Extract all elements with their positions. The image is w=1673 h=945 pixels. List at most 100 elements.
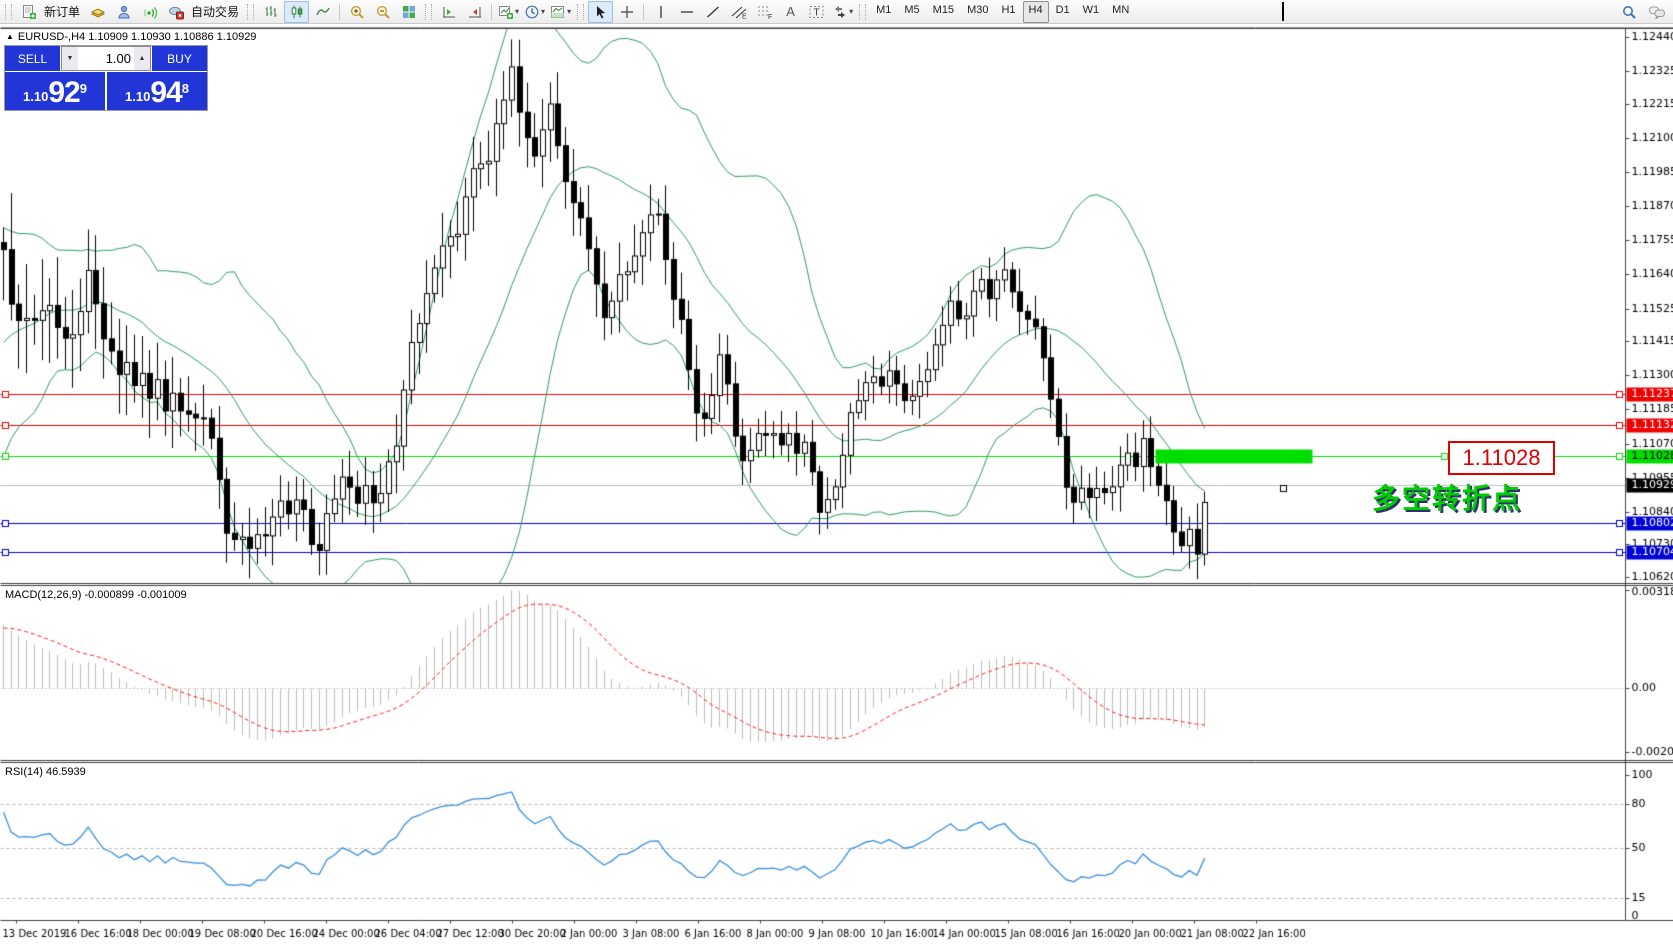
price-annotation-box[interactable]: 1.11028 [1448, 441, 1555, 475]
zoom-out-icon [376, 5, 390, 19]
community-button[interactable] [111, 1, 136, 23]
timeframe-mn[interactable]: MN [1112, 3, 1130, 16]
chat-button[interactable] [1644, 1, 1669, 23]
turning-point-note[interactable]: 多空转折点 [1372, 483, 1523, 514]
svg-text:F: F [768, 14, 772, 20]
buy-price-button[interactable]: 1.10 94 8 [107, 72, 207, 110]
clock-icon [525, 5, 539, 18]
buy-price-pip: 8 [181, 81, 189, 96]
chevron-down-icon: ▾ [849, 7, 854, 16]
new-order-button[interactable] [16, 1, 41, 23]
toolbar-dock-separator [1282, 2, 1284, 21]
chart-shift-button[interactable] [436, 1, 461, 23]
trendline-button[interactable] [700, 1, 725, 23]
rsi-label: RSI(14) 46.5939 [5, 766, 86, 778]
vertical-line-icon [659, 5, 662, 18]
book-button[interactable] [85, 1, 110, 23]
volume-decrease-button[interactable]: ▼ [62, 47, 78, 70]
crosshair-button[interactable] [614, 1, 639, 23]
fibonacci-icon: F [757, 6, 772, 20]
zoom-in-icon [350, 5, 364, 19]
community-icon [118, 5, 130, 18]
toolbar-grip[interactable] [247, 3, 255, 20]
collapse-triangle-icon[interactable]: ▲ [6, 32, 14, 41]
text-tool-button[interactable]: A [778, 1, 803, 23]
line-chart-button[interactable] [310, 1, 335, 23]
signals-button[interactable] [137, 1, 162, 23]
signals-icon [143, 6, 157, 19]
timeframe-d1[interactable]: D1 [1055, 3, 1070, 16]
toolbar-grip[interactable] [577, 3, 585, 20]
candlestick-chart-button[interactable] [284, 0, 310, 23]
crosshair-icon [620, 5, 633, 18]
toolbar-grip[interactable] [425, 3, 433, 20]
macd-label: MACD(12,26,9) -0.000899 -0.001009 [5, 589, 187, 601]
volume-increase-button[interactable]: ▲ [134, 47, 150, 70]
sell-price-button[interactable]: 1.10 92 9 [5, 72, 105, 110]
toolbar: 新订单 自动交易 [0, 0, 1673, 24]
sell-button[interactable]: SELL [5, 46, 60, 71]
text-tool-icon: A [786, 3, 795, 19]
indicators-icon [551, 5, 565, 18]
equidistant-channel-button[interactable]: E [726, 1, 751, 23]
chart-autoscroll-button[interactable] [462, 1, 487, 23]
chart-canvas[interactable] [0, 24, 1673, 945]
autotrading-label[interactable]: 自动交易 [191, 5, 240, 19]
toolbar-grip[interactable] [5, 3, 12, 20]
chat-icon [1648, 6, 1665, 19]
candlestick-chart-icon [291, 5, 302, 18]
autotrading-button[interactable] [163, 1, 188, 23]
timeframe-h1[interactable]: H1 [1001, 3, 1016, 16]
horizontal-line-button[interactable] [674, 1, 699, 23]
horizontal-line-icon [680, 10, 693, 13]
cursor-icon [596, 5, 605, 18]
arrows-tool-icon [835, 5, 846, 18]
svg-text:E: E [742, 13, 747, 20]
bar-chart-icon [265, 5, 277, 17]
symbol-info-bar: ▲ EURUSD-,H4 1.10909 1.10930 1.10886 1.10… [6, 31, 256, 43]
tile-windows-button[interactable] [396, 1, 421, 23]
autotrading-icon [168, 6, 184, 19]
search-icon [1622, 5, 1636, 19]
text-label-tool-button[interactable]: T [804, 1, 829, 23]
sell-price-big: 92 [48, 76, 80, 109]
timeframe-m15[interactable]: M15 [932, 3, 955, 16]
line-chart-icon [315, 7, 330, 15]
buy-price-big: 94 [150, 76, 182, 109]
buy-button[interactable]: BUY [152, 46, 207, 71]
chevron-down-icon: ▾ [541, 7, 546, 16]
timeframe-m30[interactable]: M30 [967, 3, 989, 16]
search-button[interactable] [1616, 1, 1641, 23]
timeframe-h4[interactable]: H4 [1022, 0, 1049, 23]
zoom-in-button[interactable] [344, 1, 369, 23]
tile-windows-icon [402, 5, 415, 18]
sell-price-prefix: 1.10 [23, 89, 49, 104]
symbol-ohlc-text: EURUSD-,H4 1.10909 1.10930 1.10886 1.109… [17, 31, 257, 43]
bar-chart-button[interactable] [258, 1, 283, 23]
new-order-icon [22, 4, 36, 19]
chevron-down-icon: ▾ [567, 7, 572, 16]
cursor-button[interactable] [588, 0, 614, 23]
text-label-icon: T [809, 5, 824, 18]
toolbar-grip[interactable] [859, 3, 867, 20]
new-chart-icon [499, 5, 514, 19]
fibonacci-button[interactable]: F [752, 1, 777, 23]
zoom-out-button[interactable] [370, 1, 395, 23]
timeframe-m1[interactable]: M1 [876, 3, 892, 16]
arrows-tool-button[interactable]: ▾ [830, 1, 855, 23]
indicators-button[interactable]: ▾ [548, 1, 573, 23]
new-order-label[interactable]: 新订单 [44, 5, 81, 19]
equidistant-channel-icon: E [731, 6, 747, 20]
timeframe-w1[interactable]: W1 [1082, 3, 1100, 16]
vertical-line-button[interactable] [648, 1, 673, 23]
chart-autoscroll-icon [468, 6, 481, 17]
svg-text:T: T [813, 7, 819, 18]
timeframe-m5[interactable]: M5 [904, 3, 920, 16]
new-chart-button[interactable]: ▾ [496, 1, 521, 23]
period-button[interactable]: ▾ [522, 1, 547, 23]
chevron-down-icon: ▾ [515, 7, 520, 16]
buy-price-prefix: 1.10 [125, 89, 151, 104]
volume-input[interactable] [78, 47, 134, 70]
